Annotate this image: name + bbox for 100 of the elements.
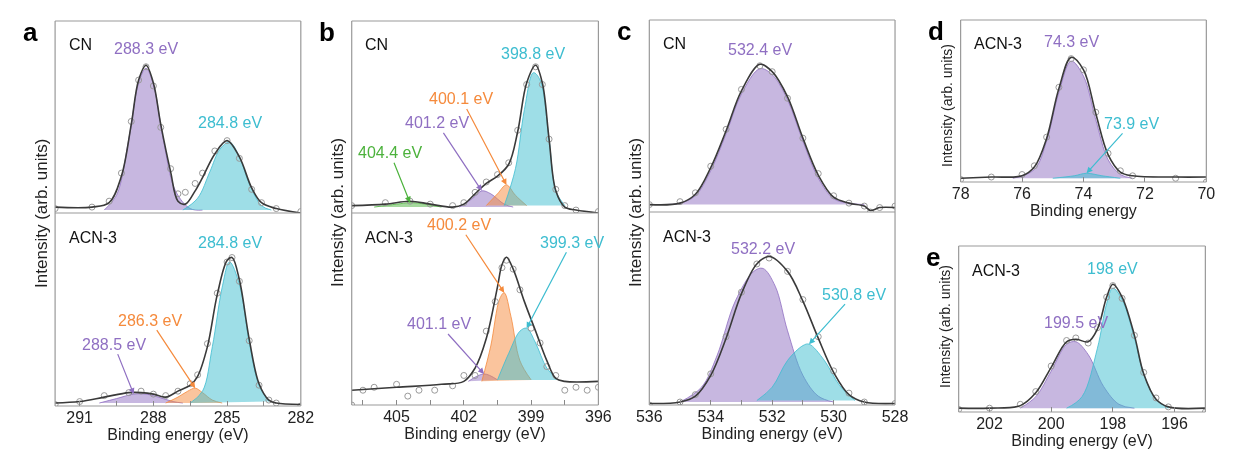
point <box>1164 403 1172 411</box>
series-label: 284.8 eV <box>198 114 263 131</box>
text: CN <box>69 36 93 53</box>
point <box>431 386 439 394</box>
point <box>449 202 457 210</box>
point <box>162 392 170 400</box>
text: ACN-3 <box>365 229 414 246</box>
point <box>1067 55 1075 63</box>
point <box>768 68 776 76</box>
point <box>149 390 157 398</box>
point <box>181 188 189 196</box>
y-axis-title: Intensity (arb. units) <box>938 43 955 167</box>
x-tick-label: 532 <box>758 408 786 425</box>
x-tick-label: 202 <box>976 415 1003 432</box>
point <box>245 337 253 345</box>
point <box>272 399 280 406</box>
point <box>228 254 236 262</box>
point <box>552 371 560 379</box>
point <box>523 81 531 89</box>
x-tick-label: 288 <box>140 409 167 426</box>
x-tick-label: 534 <box>697 408 725 425</box>
point <box>538 81 546 89</box>
point <box>845 389 853 397</box>
y-axis-title: Intensity (arb. units) <box>328 137 348 288</box>
x-axis-title: Binding energy (eV) <box>107 426 249 443</box>
point <box>1018 171 1026 179</box>
point <box>460 371 468 379</box>
point <box>505 159 513 167</box>
point <box>498 264 506 272</box>
point <box>88 203 96 211</box>
text: 286.3 eV <box>118 312 183 329</box>
point <box>814 333 822 341</box>
point <box>1103 293 1111 301</box>
point <box>415 386 423 394</box>
point <box>1063 336 1071 344</box>
text: 400.1 eV <box>429 90 494 107</box>
text: 404.4 eV <box>358 144 423 161</box>
x-tick-label: 200 <box>1037 415 1065 432</box>
series-label: 288.3 eV <box>114 40 179 57</box>
point <box>248 185 256 193</box>
point <box>561 202 569 210</box>
point <box>482 178 490 186</box>
text: ACN-3 <box>972 262 1021 279</box>
point <box>404 392 412 400</box>
x-tick-label: 72 <box>1136 185 1154 202</box>
y-axis-title: Intensity (arb. units) <box>31 138 51 288</box>
text: 401.2 eV <box>405 114 470 131</box>
point <box>536 339 544 347</box>
point <box>493 171 501 179</box>
point <box>174 190 182 198</box>
point <box>509 265 517 273</box>
x-tick-label: 536 <box>635 408 663 425</box>
point <box>737 288 745 296</box>
point <box>799 296 807 304</box>
point <box>1129 172 1137 180</box>
point <box>707 162 715 170</box>
x-axis-title: Binding energy <box>1030 202 1137 219</box>
chart-title: b <box>319 17 335 47</box>
x-tick-label: 74 <box>1074 185 1093 202</box>
text: 400.2 eV <box>427 216 492 233</box>
series-label: 398.8 eV <box>501 45 566 62</box>
point <box>174 387 182 395</box>
point <box>1118 294 1126 302</box>
text: ACN-3 <box>69 229 118 246</box>
point <box>722 333 730 341</box>
point <box>1043 133 1051 141</box>
x-tick-label: 399 <box>517 408 545 425</box>
point <box>167 165 175 173</box>
text: 530.8 eV <box>822 286 887 303</box>
point <box>876 204 884 212</box>
point <box>460 199 468 207</box>
point <box>100 392 108 400</box>
text: ACN-3 <box>974 35 1023 52</box>
x-tick-label: 196 <box>1161 415 1188 432</box>
point <box>1030 162 1038 170</box>
point <box>393 380 401 388</box>
series-label: 532.4 eV <box>728 41 793 58</box>
x-axis-title: Binding energy (eV) <box>701 425 843 442</box>
point <box>149 82 157 90</box>
point <box>449 382 457 390</box>
x-tick-label: 402 <box>450 408 478 425</box>
point <box>784 267 792 275</box>
point <box>1152 394 1160 402</box>
x-tick-label: 396 <box>585 408 612 425</box>
point <box>1084 339 1092 347</box>
x-tick-label: 291 <box>66 409 94 426</box>
point <box>265 396 273 404</box>
x-tick-label: 530 <box>820 408 848 425</box>
point <box>127 117 135 125</box>
point <box>722 125 730 133</box>
x-tick-label: 285 <box>213 409 241 426</box>
x-axis-title: Binding energy (eV) <box>404 425 546 442</box>
point <box>1130 331 1138 339</box>
point <box>545 135 553 143</box>
x-tick-label: 528 <box>881 408 909 425</box>
point <box>223 258 231 266</box>
point <box>676 198 684 206</box>
point <box>199 169 207 177</box>
point <box>1116 167 1124 175</box>
point <box>532 63 540 71</box>
